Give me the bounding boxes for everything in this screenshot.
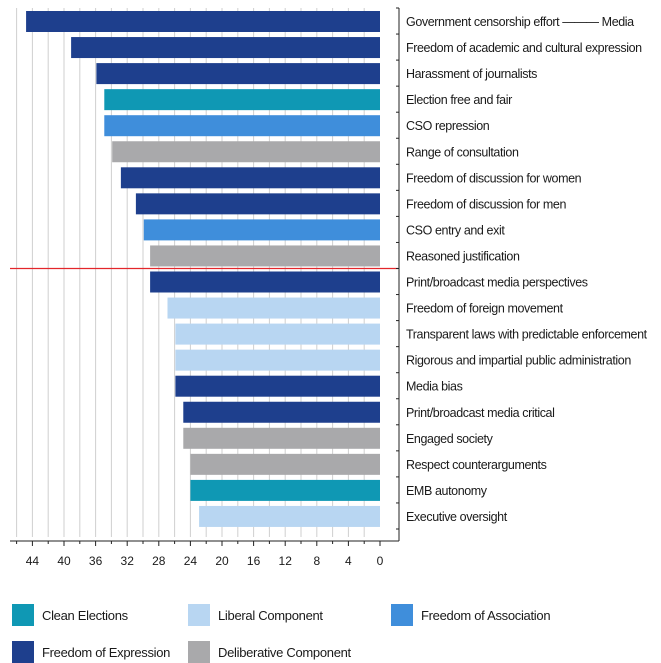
- legend-swatch: [188, 641, 210, 663]
- legend-swatch: [12, 604, 34, 626]
- bar: [143, 219, 380, 241]
- legend-label: Freedom of Association: [421, 607, 551, 623]
- category-label: Freedom of academic and cultural express…: [406, 41, 642, 55]
- tick-label: 28: [152, 554, 166, 568]
- category-label: Print/broadcast media critical: [406, 406, 554, 420]
- tick-label: 32: [121, 554, 135, 568]
- bar: [175, 375, 380, 397]
- bar: [120, 167, 380, 189]
- category-label: Freedom of discussion for women: [406, 171, 582, 185]
- bar: [71, 37, 381, 59]
- bar: [175, 323, 380, 345]
- tick-label: 12: [279, 554, 293, 568]
- bar: [190, 479, 380, 501]
- legend-label: Clean Elections: [42, 607, 128, 623]
- category-label: Election free and fair: [406, 93, 512, 107]
- category-label: Government censorship effort ——— Media: [406, 15, 634, 29]
- bar: [190, 453, 380, 475]
- category-label: Reasoned justification: [406, 249, 520, 263]
- legend-label: Liberal Component: [218, 607, 323, 623]
- category-label: Print/broadcast media perspectives: [406, 276, 588, 290]
- category-label: Freedom of foreign movement: [406, 302, 564, 316]
- tick-label: 20: [215, 554, 229, 568]
- category-label: Freedom of discussion for men: [406, 197, 566, 211]
- legend-item-liberal-component: Liberal Component: [188, 604, 323, 626]
- category-label: Executive oversight: [406, 510, 508, 524]
- bar: [150, 271, 380, 293]
- tick-label: 40: [57, 554, 71, 568]
- legend-swatch: [188, 604, 210, 626]
- category-label: Range of consultation: [406, 145, 519, 159]
- legend-swatch: [391, 604, 413, 626]
- legend-item-freedom-of-expression: Freedom of Expression: [12, 641, 170, 663]
- bar: [96, 63, 380, 85]
- tick-label: 0: [377, 554, 384, 568]
- legend: Clean Elections Liberal Component Freedo…: [0, 596, 661, 663]
- tick-label: 24: [184, 554, 198, 568]
- legend-item-deliberative-component: Deliberative Component: [188, 641, 351, 663]
- bar: [104, 89, 380, 111]
- tick-label: 44: [26, 554, 40, 568]
- category-label: Media bias: [406, 380, 463, 394]
- legend-item-freedom-of-association: Freedom of Association: [391, 604, 551, 626]
- bar: [183, 401, 380, 423]
- bar: [175, 349, 380, 371]
- category-label: Engaged society: [406, 432, 494, 446]
- legend-item-clean-elections: Clean Elections: [12, 604, 128, 626]
- category-label: Harassment of journalists: [406, 67, 537, 81]
- bar: [150, 245, 380, 267]
- category-label: EMB autonomy: [406, 484, 488, 498]
- tick-label: 4: [345, 554, 352, 568]
- category-label: Respect counterarguments: [406, 458, 547, 472]
- category-label: CSO repression: [406, 119, 490, 133]
- tick-label: 16: [247, 554, 261, 568]
- bar: [199, 505, 380, 527]
- bar: [112, 141, 380, 163]
- legend-swatch: [12, 641, 34, 663]
- bar: [135, 193, 380, 215]
- tick-label: 36: [89, 554, 103, 568]
- bar: [104, 115, 380, 137]
- bar: [183, 427, 380, 449]
- tick-label: 8: [313, 554, 320, 568]
- legend-label: Freedom of Expression: [42, 644, 171, 660]
- legend-label: Deliberative Component: [218, 644, 351, 660]
- category-label: Transparent laws with predictable enforc…: [406, 328, 648, 342]
- bar: [26, 11, 381, 32]
- category-label: CSO entry and exit: [406, 223, 505, 237]
- bar: [167, 297, 380, 319]
- category-label: Rigorous and impartial public administra…: [406, 354, 631, 368]
